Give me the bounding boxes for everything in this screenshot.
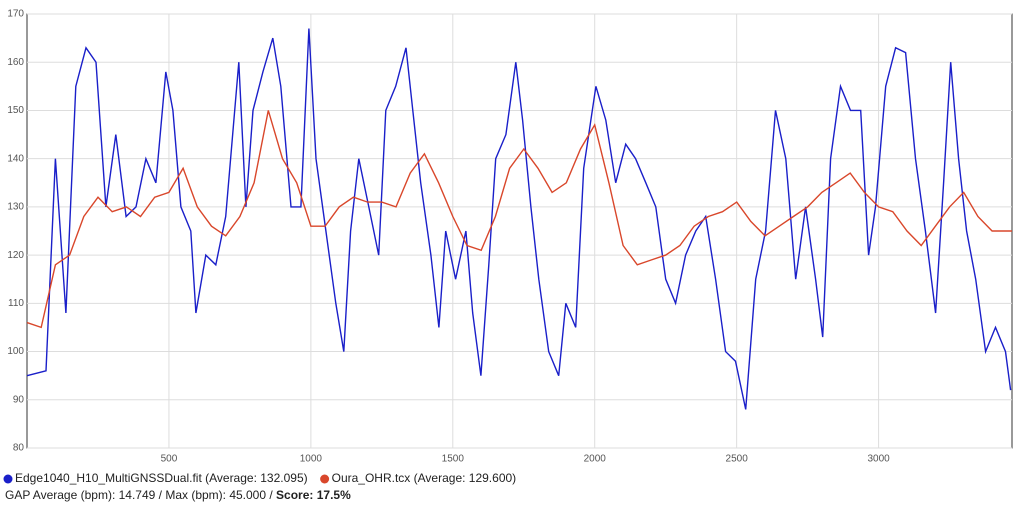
- y-tick-label: 140: [7, 153, 24, 164]
- legend-label: Edge1040_H10_MultiGNSSDual.fit (Average:…: [15, 471, 308, 485]
- legend-marker: [3, 474, 13, 484]
- y-tick-label: 110: [8, 298, 24, 309]
- x-tick-label: 500: [161, 454, 178, 465]
- footer-stats: GAP Average (bpm): 14.749 / Max (bpm): 4…: [5, 488, 273, 502]
- y-tick-label: 150: [7, 105, 24, 116]
- y-tick-label: 80: [13, 443, 25, 454]
- y-tick-label: 170: [7, 9, 24, 20]
- y-tick-label: 120: [7, 250, 24, 261]
- x-tick-label: 1000: [300, 454, 323, 465]
- y-tick-label: 160: [7, 57, 24, 68]
- y-tick-label: 100: [7, 346, 24, 357]
- x-tick-label: 2000: [584, 454, 607, 465]
- x-tick-label: 2500: [726, 454, 749, 465]
- legend-label: Oura_OHR.tcx (Average: 129.600): [332, 471, 517, 485]
- series-line: [26, 28, 1012, 410]
- footer-score: Score: 17.5%: [276, 488, 351, 502]
- x-tick-label: 1500: [442, 454, 465, 465]
- y-tick-label: 130: [7, 202, 24, 213]
- x-tick-label: 3000: [867, 454, 890, 465]
- y-tick-label: 90: [13, 394, 25, 405]
- series-line: [26, 110, 1012, 329]
- footer: GAP Average (bpm): 14.749 / Max (bpm): 4…: [5, 488, 351, 502]
- legend-marker: [320, 474, 330, 484]
- plot-frame: [26, 13, 1013, 449]
